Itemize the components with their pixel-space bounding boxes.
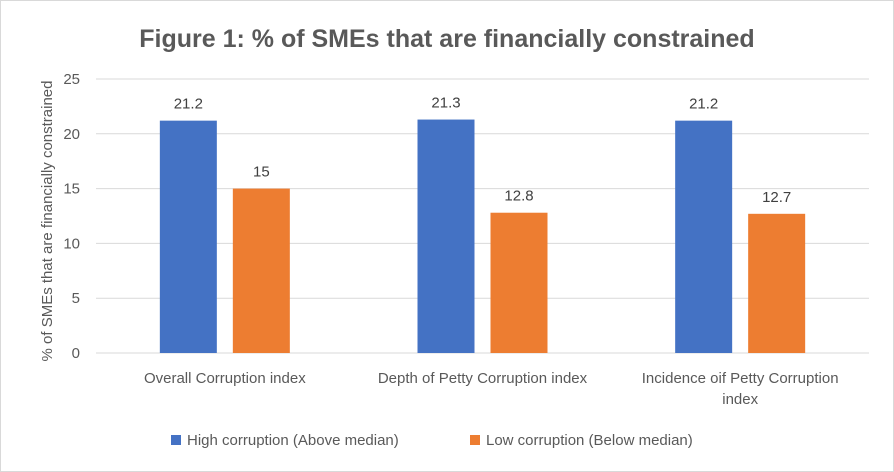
x-category-label: Incidence oif Petty Corruption — [642, 370, 839, 387]
data-label: 21.2 — [174, 96, 203, 113]
y-tick-label: 0 — [72, 345, 80, 362]
bar — [159, 120, 217, 353]
y-tick-label: 10 — [63, 235, 80, 252]
y-tick-label: 15 — [63, 181, 80, 198]
bar — [675, 120, 733, 353]
x-category-label: index — [722, 391, 758, 408]
data-label: 12.7 — [762, 189, 791, 206]
y-tick-label: 20 — [63, 126, 80, 143]
x-category-label: Overall Corruption index — [144, 370, 306, 387]
legend-label: Low corruption (Below median) — [486, 432, 693, 449]
legend-swatch — [470, 435, 480, 445]
legend-label: High corruption (Above median) — [187, 432, 399, 449]
data-label: 12.8 — [504, 188, 533, 205]
y-tick-label: 5 — [72, 290, 80, 307]
legend: High corruption (Above median) Low corrup… — [171, 432, 693, 449]
grid-lines — [96, 78, 869, 354]
bar — [417, 119, 475, 353]
data-labels: 21.2 15 21.3 12.8 21.2 12.7 — [174, 95, 792, 206]
bar — [490, 212, 548, 353]
y-axis-ticks: 0 5 10 15 20 25 — [63, 71, 80, 362]
x-axis-categories: Overall Corruption index Depth of Petty C… — [144, 370, 839, 408]
data-label: 21.2 — [689, 96, 718, 113]
bar — [232, 188, 290, 353]
chart-title: Figure 1: % of SMEs that are financially… — [139, 25, 754, 53]
x-category-label: Depth of Petty Corruption index — [378, 370, 588, 387]
y-axis-label: % of SMEs that are financially constrain… — [39, 81, 56, 362]
bar — [748, 213, 806, 353]
legend-swatch — [171, 435, 181, 445]
data-label: 21.3 — [431, 95, 460, 112]
bars — [159, 119, 806, 353]
y-tick-label: 25 — [63, 71, 80, 88]
data-label: 15 — [253, 164, 270, 181]
